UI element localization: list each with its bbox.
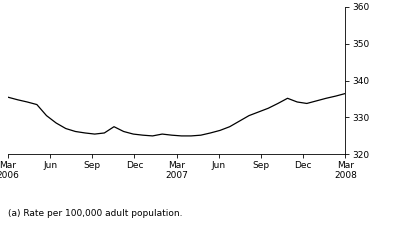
Text: (a) Rate per 100,000 adult population.: (a) Rate per 100,000 adult population. bbox=[8, 209, 183, 218]
